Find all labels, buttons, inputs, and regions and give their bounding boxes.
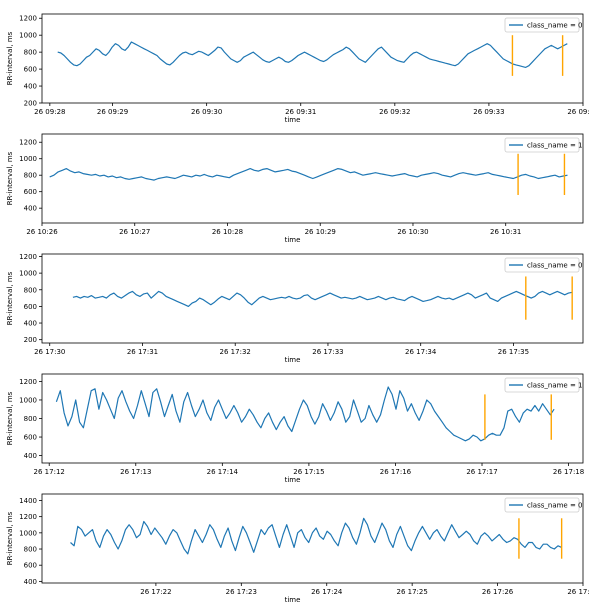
y-tick-label: 600 xyxy=(24,434,37,442)
y-tick-label: 400 xyxy=(24,452,37,460)
y-tick-label: 600 xyxy=(24,66,37,74)
y-tick-label: 1200 xyxy=(19,139,37,147)
chart-panel-3: 200 400 600 800 1000 1200 26 17:30 26 17:31 26 1… xyxy=(6,253,584,364)
y-tick-label: 600 xyxy=(24,188,37,196)
series-line xyxy=(57,41,568,69)
x-tick-label: 26 17:26 xyxy=(482,588,514,596)
y-tick-label: 200 xyxy=(24,336,37,344)
legend-label: class_name = 1 xyxy=(527,142,583,150)
x-tick-label: 26 10:28 xyxy=(212,228,243,236)
x-tick-label: 26 17:13 xyxy=(120,468,151,476)
x-tick-label: 26 17:24 xyxy=(311,588,343,596)
x-tick-label: 26 10:26 xyxy=(26,228,58,236)
x-tick-label: 26 09:30 xyxy=(191,108,222,116)
y-tick-label: 400 xyxy=(24,578,37,586)
x-tick-label: 26 17:23 xyxy=(226,588,257,596)
x-axis-label: time xyxy=(285,236,301,244)
x-tick-label: 26 17:31 xyxy=(127,348,158,356)
x-tick-label: 26 17:22 xyxy=(140,588,171,596)
x-tick-label: 26 17:33 xyxy=(312,348,343,356)
y-tick-label: 400 xyxy=(24,83,37,91)
series-line xyxy=(72,290,573,307)
y-tick-label: 800 xyxy=(24,49,37,57)
x-axis-label: time xyxy=(285,596,301,604)
x-tick-label: 26 17:32 xyxy=(220,348,251,356)
x-tick-label: 26 17:35 xyxy=(498,348,529,356)
x-tick-label: 26 17:17 xyxy=(466,468,497,476)
x-tick-label: 26 17:12 xyxy=(34,468,65,476)
y-tick-label: 800 xyxy=(24,172,37,180)
x-tick-label: 26 17:25 xyxy=(397,588,428,596)
chart-panel-2: 400 600 800 1000 1200 26 10:26 26 10:27 26 10:2… xyxy=(6,133,584,244)
legend-label: class_name = 1 xyxy=(527,382,583,390)
x-tick-label: 26 17:18 xyxy=(553,468,584,476)
x-tick-label: 26 10:29 xyxy=(305,228,336,236)
chart-panel-5: 400 600 800 1000 1200 1400 26 17:22 26 17:23 26 … xyxy=(6,493,589,604)
x-axis-label: time xyxy=(285,356,301,364)
y-tick-label: 800 xyxy=(24,546,37,554)
y-tick-label: 1200 xyxy=(19,513,37,521)
legend-box xyxy=(504,137,580,153)
x-tick-label: 26 10:31 xyxy=(490,228,521,236)
y-tick-label: 200 xyxy=(24,100,37,108)
legend-label: class_name = 0 xyxy=(527,262,583,270)
x-tick-label: 26 17:14 xyxy=(207,468,239,476)
axes-frame xyxy=(41,253,584,344)
x-tick-label: 26 10:30 xyxy=(397,228,428,236)
y-tick-label: 600 xyxy=(24,562,37,570)
y-axis-label: RR-interval, ms xyxy=(6,31,14,85)
x-axis-label: time xyxy=(285,116,301,124)
y-axis-label: RR-interval, ms xyxy=(6,511,14,565)
y-axis-label: RR-interval, ms xyxy=(6,271,14,325)
x-tick-label: 26 09:29 xyxy=(97,108,128,116)
chart-panel-4: 400 600 800 1000 1200 26 17:12 26 17:13 26 17:1… xyxy=(6,373,584,484)
legend-box xyxy=(504,497,580,513)
x-tick-label: 26 09:32 xyxy=(379,108,410,116)
y-tick-label: 1200 xyxy=(19,15,37,23)
y-tick-label: 600 xyxy=(24,303,37,311)
x-axis-label: time xyxy=(285,476,301,484)
legend-label: class_name = 0 xyxy=(527,22,583,30)
legend-box xyxy=(504,257,580,273)
y-tick-label: 1200 xyxy=(19,253,37,261)
axes-frame xyxy=(41,493,584,584)
y-tick-label: 800 xyxy=(24,286,37,294)
chart-panel-1: 200 400 600 800 1000 1200 26 09:28 26 09:29 26 0… xyxy=(6,13,589,124)
x-tick-label: 26 17:34 xyxy=(405,348,437,356)
x-tick-label: 26 17:27 xyxy=(567,588,589,596)
x-tick-label: 26 09:28 xyxy=(34,108,65,116)
legend-box xyxy=(504,17,580,33)
y-tick-label: 400 xyxy=(24,205,37,213)
axes-frame xyxy=(41,13,584,104)
x-tick-label: 26 10:27 xyxy=(119,228,150,236)
series-line xyxy=(55,386,555,442)
y-tick-label: 1400 xyxy=(19,497,37,505)
series-line xyxy=(49,168,568,181)
x-tick-label: 26 09:31 xyxy=(285,108,316,116)
x-tick-label: 26 17:15 xyxy=(293,468,324,476)
legend-label: class_name = 0 xyxy=(527,502,583,510)
y-axis-label: RR-interval, ms xyxy=(6,391,14,445)
legend-box xyxy=(504,377,580,393)
y-tick-label: 1000 xyxy=(19,396,37,404)
y-tick-label: 1000 xyxy=(19,155,37,163)
y-tick-label: 800 xyxy=(24,415,37,423)
y-tick-label: 1000 xyxy=(19,529,37,537)
series-line xyxy=(70,517,562,555)
axes-frame xyxy=(41,133,584,224)
y-tick-label: 1000 xyxy=(19,270,37,278)
y-tick-label: 400 xyxy=(24,320,37,328)
x-tick-label: 26 17:30 xyxy=(34,348,65,356)
y-axis-label: RR-interval, ms xyxy=(6,151,14,205)
y-tick-label: 1000 xyxy=(19,32,37,40)
x-tick-label: 26 09:33 xyxy=(473,108,504,116)
y-tick-label: 1200 xyxy=(19,378,37,386)
x-tick-label: 26 17:16 xyxy=(380,468,412,476)
x-tick-label: 26 09:34 xyxy=(567,108,589,116)
